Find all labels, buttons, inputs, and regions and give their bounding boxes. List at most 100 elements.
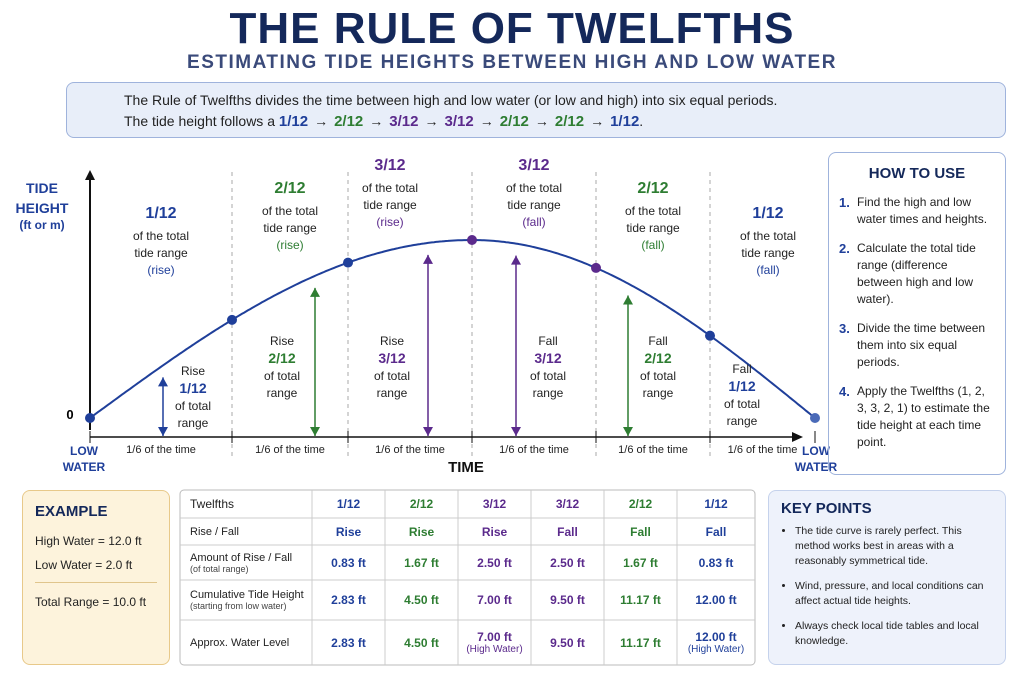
cell-note: (High Water) (466, 644, 523, 655)
cell-value: Fall (705, 524, 727, 539)
sequence-fraction: 3/12 (444, 113, 474, 130)
table-cell: 1.67 ft (385, 545, 458, 580)
step-number: 1. (839, 195, 850, 210)
period-text: tide range (741, 246, 795, 260)
row-label: Amount of Rise / Fall (190, 551, 293, 564)
how-to-use-box: HOW TO USE 1. Find the high and low water … (828, 152, 1006, 475)
move-text: range (532, 386, 564, 400)
cell-value: 4.50 ft (404, 593, 439, 607)
period-fraction: 1/12 (145, 205, 177, 222)
table-cell: 2.83 ft (312, 620, 385, 665)
sequence-fraction: 3/12 (389, 113, 419, 130)
example-line: High Water = 12.0 ft (35, 534, 142, 548)
key-points-box: KEY POINTS The tide curve is rarely perfe… (768, 490, 1006, 665)
table-cell: 7.00 ft (458, 580, 531, 620)
key-points-title: KEY POINTS (781, 500, 872, 517)
arrow-head (511, 255, 521, 265)
key-point: Always check local tide tables and local… (795, 619, 993, 649)
period-fraction: 3/12 (374, 157, 406, 174)
move-text: range (266, 386, 298, 400)
cell-value: 2.83 ft (331, 593, 366, 607)
period-fraction: 3/12 (518, 157, 550, 174)
step: 4. Apply the Twelfths (1, 2, 3, 3, 2, 1) … (839, 383, 995, 451)
zero-label: 0 (66, 407, 74, 422)
move-text: range (376, 386, 408, 400)
low-water-start: LOW WATER (62, 444, 106, 474)
table-cell: 4.50 ft (385, 580, 458, 620)
cell-value: 2.83 ft (331, 635, 366, 650)
curve-point (343, 257, 353, 268)
move-label: Rise (269, 334, 294, 348)
table-cell: 0.83 ft (312, 545, 385, 580)
x-axis-label: TIME (448, 459, 484, 476)
table-header-cell: Twelfths (180, 490, 312, 518)
step-number: 4. (839, 384, 850, 399)
cell-value: Rise (335, 524, 362, 539)
table-cell: 11.17 ft (604, 580, 677, 620)
period-direction: (rise) (147, 263, 175, 277)
move-fraction: 3/12 (378, 350, 406, 366)
curve-point (810, 413, 820, 423)
move-text: of total (174, 399, 212, 413)
arrow-head (158, 427, 168, 436)
period-text: tide range (134, 246, 188, 260)
cell-value: 11.17 ft (620, 593, 661, 607)
cell-value: 11.17 ft (620, 635, 661, 650)
period-text: of the total (505, 181, 563, 195)
row-label: Approx. Water Level (190, 636, 290, 649)
move-label: Fall (538, 334, 558, 348)
period-direction: (fall) (641, 238, 665, 252)
how-to-use-title: HOW TO USE (868, 165, 966, 182)
step-text: Find the high and low water times and he… (857, 195, 988, 226)
cell-value: Rise (408, 524, 435, 539)
sequence-fraction: 1/12 (610, 113, 640, 130)
example-box: EXAMPLE High Water = 12.0 ft Low Water = 2… (22, 490, 170, 665)
example-title: EXAMPLE (35, 503, 108, 520)
period-direction: (fall) (756, 263, 780, 277)
table-header-text: 1/12 (704, 497, 728, 511)
period-text: of the total (361, 181, 419, 195)
cell-value: 1.67 ft (623, 555, 658, 570)
move-label: Rise (180, 364, 205, 378)
cell-value: 0.83 ft (698, 555, 734, 570)
cell-value: 2.50 ft (477, 555, 512, 570)
cell-value: 4.50 ft (404, 635, 439, 650)
curve-point (85, 413, 95, 423)
example-divider (35, 582, 157, 583)
period-direction: (rise) (376, 215, 404, 229)
table-cell: Rise (312, 518, 385, 545)
arrow: → (314, 113, 329, 129)
step-text: Calculate the total tide range (differen… (857, 241, 976, 306)
time-label: 1/6 of the time (727, 444, 798, 456)
arrow-head (158, 377, 168, 387)
key-point: The tide curve is rarely perfect. This m… (795, 524, 993, 569)
curve-point (467, 235, 477, 245)
step-text: Apply the Twelfths (1, 2, 3, 3, 2, 1) to… (857, 384, 990, 449)
row-label: Rise / Fall (190, 525, 239, 538)
info-text: The tide height follows a (124, 113, 275, 129)
period-fraction: 2/12 (637, 180, 669, 197)
move-text: range (177, 416, 209, 430)
table-cell: Rise (458, 518, 531, 545)
time-label: 1/6 of the time (126, 444, 196, 456)
table-cell: Fall (531, 518, 604, 545)
table-cell: 12.00 ft (677, 580, 755, 620)
table-cell: 2.83 ft (312, 580, 385, 620)
table-cell: 0.83 ft (677, 545, 755, 580)
y-axis-arrow (85, 170, 95, 180)
time-label: 1/6 of the time (255, 444, 325, 456)
period-text: tide range (507, 198, 561, 212)
sequence-fraction: 2/12 (499, 113, 529, 130)
table-header-text: 1/12 (336, 497, 361, 511)
table-header-text: Twelfths (190, 497, 235, 511)
move-label: Fall (732, 362, 752, 376)
table-header-text: 2/12 (628, 497, 653, 511)
sequence-fraction: 2/12 (554, 113, 585, 130)
step: 2. Calculate the total tide range (differ… (839, 240, 995, 308)
cell-value: 7.00 ft (477, 630, 512, 644)
step-text: Divide the time between them into six eq… (857, 321, 986, 369)
move-fraction: 2/12 (268, 350, 296, 366)
move-text: of total (639, 369, 677, 383)
